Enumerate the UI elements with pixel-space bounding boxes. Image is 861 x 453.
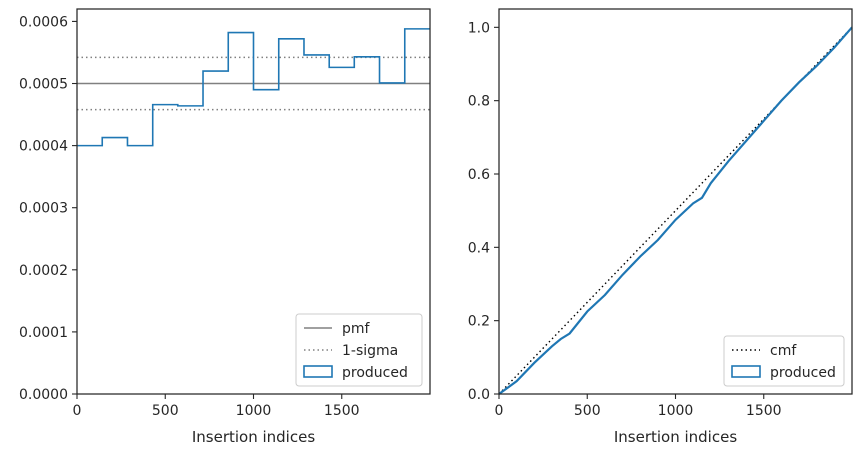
x-tick-label: 1000 — [658, 403, 694, 419]
legend-label-1-sigma: 1-sigma — [342, 343, 398, 359]
x-tick-label: 500 — [574, 403, 601, 419]
left-x-axis-label: Insertion indices — [192, 428, 315, 446]
series-produced-step — [77, 28, 430, 147]
y-tick-label: 0.0001 — [19, 325, 68, 341]
y-tick-label: 0.6 — [468, 167, 490, 183]
x-tick-label: 1500 — [324, 403, 360, 419]
y-tick-label: 1.0 — [468, 20, 490, 36]
y-tick-label: 0.0002 — [19, 263, 68, 279]
right-chart-panel: 0 500 1000 1500 0.0 0.2 0.4 0.6 0.8 1.0 Insertio… — [468, 8, 853, 446]
y-tick-label: 0.8 — [468, 94, 490, 110]
x-tick-label: 0 — [495, 403, 504, 419]
left-legend: pmf 1-sigma produced — [295, 313, 423, 387]
legend-handle-produced — [731, 365, 761, 378]
y-tick-label: 0.0 — [468, 387, 490, 403]
legend-box — [295, 313, 423, 387]
legend-label-cmf: cmf — [770, 343, 797, 359]
left-chart-panel: 0 500 1000 1500 0.0000 0.0001 0.0002 0.0003 0.0… — [19, 8, 431, 446]
x-tick-label: 1000 — [236, 403, 272, 419]
legend-label-produced: produced — [770, 365, 836, 381]
y-tick-label: 0.2 — [468, 314, 490, 330]
series-produced-line — [498, 26, 853, 395]
legend-handle-produced — [303, 365, 333, 378]
x-tick-label: 0 — [73, 403, 82, 419]
x-tick-label: 1500 — [746, 403, 782, 419]
legend-label-produced: produced — [342, 365, 408, 381]
y-tick-label: 0.0006 — [19, 14, 68, 30]
legend-label-pmf: pmf — [342, 321, 371, 337]
x-tick-label: 500 — [152, 403, 179, 419]
y-tick-label: 0.0005 — [19, 77, 68, 93]
y-tick-label: 0.0004 — [19, 139, 68, 155]
right-x-axis-label: Insertion indices — [614, 428, 737, 446]
right-legend: cmf produced — [723, 335, 845, 387]
y-tick-label: 0.0000 — [19, 387, 68, 403]
y-tick-label: 0.0003 — [19, 201, 68, 217]
y-tick-label: 0.4 — [468, 240, 490, 256]
legend-box — [723, 335, 845, 387]
